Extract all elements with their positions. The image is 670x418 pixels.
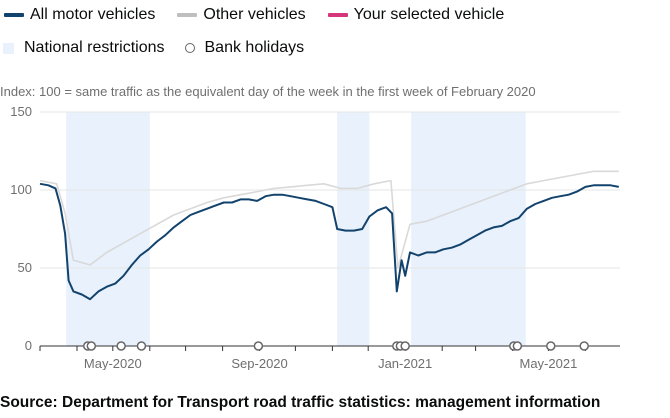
x-axis: May-2020 Sep-2020 Jan-2021 May-2021 (39, 345, 620, 370)
bank-holiday-marker-2020-08-31 (253, 341, 264, 351)
all-motor-vehicles-swatch-icon (4, 13, 24, 17)
bank-holiday-marker-2020-04-13 (86, 341, 97, 351)
legend-label-national-restrictions: National restrictions (24, 39, 165, 56)
legend-item-all-motor-vehicles[interactable]: All motor vehicles (0, 6, 155, 24)
legend-label-selected-vehicle: Your selected vehicle (353, 6, 505, 23)
x-tick-label-may-2020: May-2020 (84, 356, 142, 370)
bank-holiday-markers (82, 341, 589, 351)
source-note: Source: Department for Transport road tr… (0, 394, 601, 411)
bank-holiday-marker-2021-01-01 (400, 341, 410, 351)
series-line-other-vehicles (39, 170, 619, 269)
other-vehicles-swatch-icon (177, 13, 198, 17)
series-lines (39, 170, 619, 301)
x-tick-label-may-2021: May-2021 (519, 356, 577, 370)
legend-label-bank-holidays: Bank holidays (204, 39, 305, 56)
bank-holiday-marker-2021-05-31 (579, 341, 589, 351)
legend-label-other-vehicles: Other vehicles (203, 6, 306, 23)
y-axis-labels: 0 50 100 150 (10, 104, 32, 353)
x-tick-label-jan-2021: Jan-2021 (378, 356, 432, 370)
legend-row-series: All motor vehicles Other vehicles Your s… (0, 6, 522, 24)
legend-item-other-vehicles[interactable]: Other vehicles (173, 6, 306, 24)
y-tick-label-0: 0 (25, 338, 32, 353)
x-tick-label-sep-2020: Sep-2020 (231, 356, 287, 370)
legend-label-all-motor-vehicles: All motor vehicles (30, 6, 156, 23)
restriction-band-2 (337, 112, 370, 346)
legend-item-selected-vehicle[interactable]: Your selected vehicle (324, 6, 505, 24)
restriction-band-3 (411, 112, 526, 346)
grid-lines (40, 111, 620, 269)
restriction-band-1 (66, 112, 150, 346)
open-circle-icon (184, 43, 195, 53)
selected-vehicle-swatch-icon (327, 13, 348, 17)
chart-subtitle: Index: 100 = same traffic as the equival… (0, 84, 536, 99)
legend-item-bank-holidays[interactable]: Bank holidays (183, 39, 305, 57)
y-tick-label-100: 100 (10, 182, 32, 197)
legend-item-national-restrictions[interactable]: National restrictions (0, 39, 165, 57)
bank-holiday-marker-2020-05-25 (136, 341, 147, 351)
bank-holiday-marker-2021-04-05 (512, 341, 523, 351)
restriction-bands (66, 112, 526, 346)
series-line-all-motor-vehicles (39, 182, 619, 301)
bank-holiday-marker-2021-05-03 (546, 341, 556, 351)
legend-row-annotations: National restrictions Bank holidays (0, 39, 322, 57)
y-tick-label-150: 150 (10, 104, 32, 119)
restrictions-swatch-icon (3, 42, 14, 54)
bank-holiday-marker-2020-05-08 (116, 341, 126, 351)
y-tick-label-50: 50 (18, 260, 32, 275)
